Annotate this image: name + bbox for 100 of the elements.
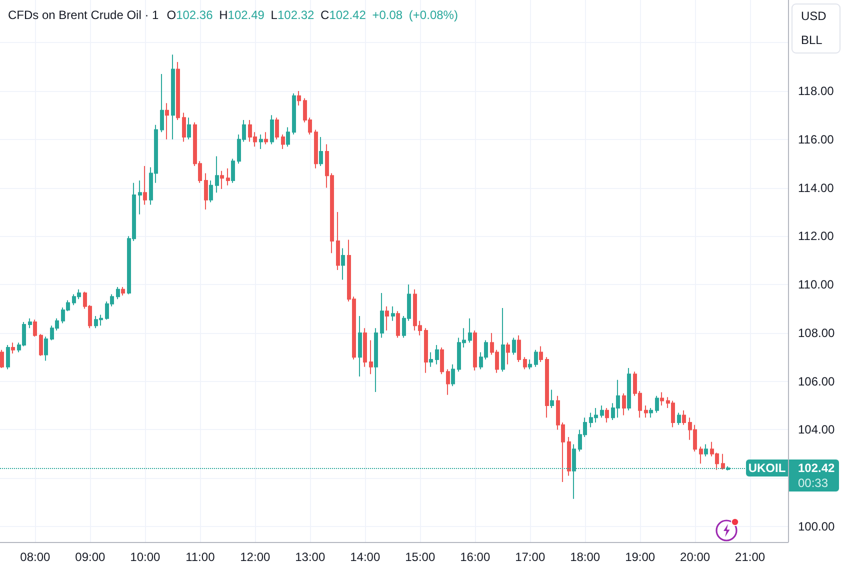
candlestick	[209, 180, 213, 203]
candlestick	[644, 405, 648, 418]
candlestick	[11, 342, 15, 354]
candlestick	[622, 392, 626, 416]
x-tick-label: 17:00	[515, 550, 546, 564]
candlestick	[204, 172, 208, 210]
candlestick	[660, 392, 664, 406]
x-tick-label: 13:00	[295, 550, 326, 564]
candlestick	[259, 134, 263, 150]
candlestick	[429, 352, 433, 368]
candlestick	[33, 319, 37, 338]
x-tick-label: 15:00	[405, 550, 436, 564]
y-tick-label: 102.42	[798, 460, 836, 475]
candlestick	[677, 412, 681, 426]
candlestick	[523, 356, 527, 370]
candlestick	[341, 248, 345, 280]
candlestick	[314, 129, 318, 169]
candlestick	[160, 74, 164, 133]
candlestick	[512, 337, 516, 356]
candlestick	[187, 117, 191, 140]
candlestick	[424, 328, 428, 374]
candlestick	[704, 444, 708, 457]
candlestick	[138, 180, 142, 215]
candlestick	[44, 336, 48, 362]
candlestick	[506, 342, 510, 365]
candlestick	[517, 334, 521, 362]
candlestick	[121, 286, 125, 296]
candlestick	[655, 395, 659, 414]
candlestick	[369, 340, 373, 375]
candlestick	[28, 318, 32, 329]
candlestick	[501, 308, 505, 372]
candlestick	[0, 349, 4, 369]
candlestick	[682, 410, 686, 426]
x-tick-label: 14:00	[350, 550, 380, 564]
y-tick-label: 118.00	[798, 84, 834, 98]
candlestick	[39, 334, 43, 356]
candlestick	[649, 407, 653, 418]
y-tick-label: 112.00	[798, 229, 834, 244]
x-tick-label: 18:00	[570, 550, 600, 564]
candlestick	[281, 134, 285, 150]
candlestick	[528, 359, 532, 370]
candlestick	[435, 344, 439, 365]
x-tick-label: 12:00	[240, 550, 270, 564]
candlestick	[264, 132, 268, 145]
x-tick-label: 11:00	[186, 550, 216, 564]
candlestick	[275, 117, 279, 140]
text: BLL	[801, 33, 823, 47]
candlestick	[699, 446, 703, 464]
candlestick	[231, 158, 235, 184]
candlestick	[627, 368, 631, 411]
y-tick-label: 110.00	[798, 278, 834, 292]
x-tick-label: 21:00	[735, 550, 766, 564]
candlestick	[220, 170, 224, 190]
x-tick-label: 16:00	[460, 550, 490, 564]
candlestick	[297, 90, 301, 106]
candlestick	[567, 436, 571, 476]
candlestick	[363, 328, 367, 368]
y-tick-label: 104.00	[798, 422, 836, 437]
candlestick	[385, 306, 389, 332]
x-tick-label: 08:00	[20, 550, 51, 564]
y-tick-label: 100.00	[798, 520, 836, 534]
candlestick	[600, 405, 604, 418]
candlestick	[396, 310, 400, 338]
candlestick	[468, 318, 472, 344]
x-tick-label: 20:00	[680, 550, 710, 564]
candlestick	[550, 389, 554, 408]
y-tick-label: 106.00	[798, 374, 836, 388]
x-tick-label: 19:00	[625, 550, 656, 564]
candlestick	[319, 136, 323, 166]
text: O102.36 H102.49 L102.32 C102.42 +0.08 (+0.08%)	[166, 8, 458, 22]
candlestick	[182, 112, 186, 142]
candlestick	[451, 364, 455, 387]
x-tick-label: 10:00	[130, 550, 161, 564]
candlestick	[171, 54, 175, 140]
text: USD	[801, 9, 827, 23]
candlestick	[374, 328, 378, 392]
text: CFDs on Brent Crude Oil · 1	[8, 8, 160, 22]
y-tick-label: 114.00	[798, 180, 834, 195]
candlestick	[391, 306, 395, 322]
candlestick	[292, 92, 296, 136]
candlestick	[336, 211, 340, 271]
x-tick-label: 09:00	[75, 550, 106, 564]
candlestick	[721, 453, 725, 470]
candlestick	[545, 356, 549, 418]
candlestick	[358, 316, 362, 377]
candlestick	[380, 292, 384, 338]
y-tick-label: 116.00	[798, 132, 834, 146]
candlestick	[176, 61, 180, 121]
candlestick	[534, 349, 538, 368]
text: 00:33	[798, 476, 828, 490]
candlestick	[116, 286, 120, 300]
ref-line-label: UKOIL	[748, 460, 786, 475]
candlestick	[446, 368, 450, 396]
candlestick	[539, 346, 543, 362]
candlestick	[286, 126, 290, 148]
candlestick	[473, 330, 477, 371]
candlestick	[143, 165, 147, 206]
candlestick	[440, 346, 444, 375]
candlestick	[605, 407, 609, 423]
candlestick	[165, 102, 169, 140]
